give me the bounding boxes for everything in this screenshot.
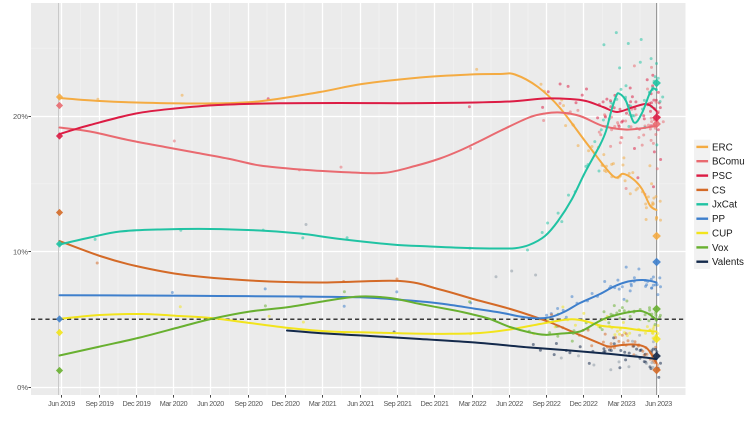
svg-text:Dec 2022: Dec 2022 bbox=[570, 399, 598, 408]
svg-text:ERC: ERC bbox=[712, 142, 733, 153]
svg-text:Jun 2022: Jun 2022 bbox=[496, 399, 523, 408]
svg-text:Mar 2020: Mar 2020 bbox=[160, 399, 188, 408]
svg-text:10%: 10% bbox=[13, 248, 28, 257]
svg-text:BComu: BComu bbox=[712, 157, 745, 168]
svg-text:PP: PP bbox=[712, 214, 726, 225]
svg-text:Mar 2023: Mar 2023 bbox=[608, 399, 636, 408]
svg-text:Sep 2019: Sep 2019 bbox=[86, 399, 114, 408]
svg-text:Dec 2019: Dec 2019 bbox=[123, 399, 151, 408]
svg-text:Valents: Valents bbox=[712, 257, 744, 268]
svg-text:0%: 0% bbox=[17, 383, 28, 392]
svg-text:20%: 20% bbox=[13, 112, 28, 121]
svg-text:Dec 2021: Dec 2021 bbox=[421, 399, 449, 408]
svg-text:Jun 2020: Jun 2020 bbox=[197, 399, 224, 408]
svg-text:Mar 2021: Mar 2021 bbox=[309, 399, 337, 408]
svg-text:Sep 2020: Sep 2020 bbox=[235, 399, 263, 408]
svg-text:CUP: CUP bbox=[712, 228, 733, 239]
svg-text:JxCat: JxCat bbox=[712, 200, 737, 211]
svg-text:Jun 2023: Jun 2023 bbox=[645, 399, 672, 408]
svg-text:Vox: Vox bbox=[712, 243, 728, 254]
svg-text:Sep 2021: Sep 2021 bbox=[384, 399, 412, 408]
svg-text:PSC: PSC bbox=[712, 171, 732, 182]
svg-text:Jun 2019: Jun 2019 bbox=[48, 399, 75, 408]
svg-text:Jun 2021: Jun 2021 bbox=[347, 399, 374, 408]
svg-text:Sep 2022: Sep 2022 bbox=[533, 399, 561, 408]
svg-text:Dec 2020: Dec 2020 bbox=[272, 399, 300, 408]
svg-text:CS: CS bbox=[712, 185, 726, 196]
svg-text:Mar 2022: Mar 2022 bbox=[459, 399, 487, 408]
